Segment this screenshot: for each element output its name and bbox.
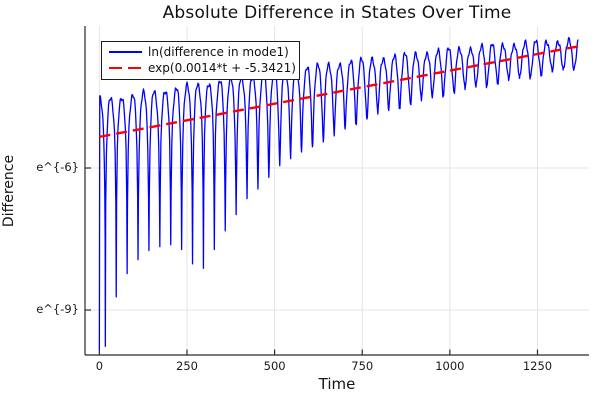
chart-title: Absolute Difference in States Over Time <box>162 3 512 23</box>
legend-row-series1: ln(difference in mode1) <box>109 44 293 60</box>
x-tick-label: 500 <box>263 359 286 373</box>
legend: ln(difference in mode1) exp(0.0014*t + -… <box>101 41 300 80</box>
red-trend-line <box>99 45 579 139</box>
y-tick-label: e^{-9} <box>36 302 79 317</box>
y-tick-label: e^{-6} <box>36 160 79 174</box>
x-tick-label: 1000 <box>435 359 465 373</box>
x-axis-label: Time <box>318 375 356 393</box>
x-tick-label: 750 <box>351 359 374 373</box>
x-tick-label: 0 <box>95 359 104 373</box>
red-dashed-line-icon <box>109 66 142 70</box>
legend-line-sample-red <box>109 66 142 70</box>
legend-label-series1: ln(difference in mode1) <box>148 45 289 59</box>
x-tick-label: 1250 <box>522 359 553 373</box>
blue-series-line <box>98 37 579 351</box>
legend-label-series2: exp(0.0014*t + -5.3421) <box>148 61 296 75</box>
legend-line-sample-blue <box>109 50 142 54</box>
y-axis-label: Difference <box>1 154 17 228</box>
x-tick-label: 250 <box>176 359 198 373</box>
blue-solid-line-icon <box>109 50 142 54</box>
legend-row-series2: exp(0.0014*t + -5.3421) <box>109 60 296 76</box>
